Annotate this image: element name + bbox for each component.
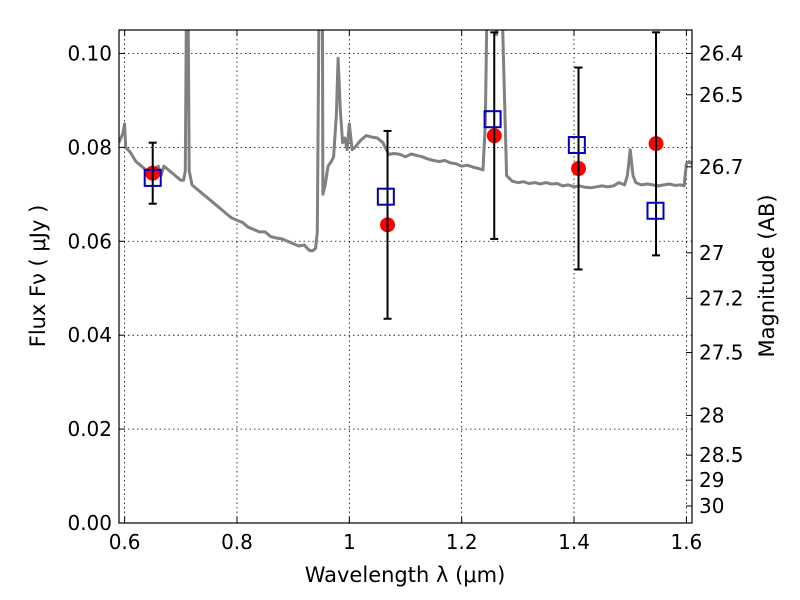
model-point xyxy=(646,201,665,220)
model-point xyxy=(143,168,162,187)
x-tick-label: 1.6 xyxy=(670,530,702,554)
x-tick-label: 1.2 xyxy=(446,530,478,554)
ticks: 0.6 0.8 1 1.2 1.4 1.6 0.00 0.02 0.04 0.06 0.08 0.10… xyxy=(67,30,744,554)
y2-tick-label: 26.5 xyxy=(699,83,744,107)
y2-tick-label: 26.7 xyxy=(699,155,744,179)
y2-tick-label: 27 xyxy=(699,241,724,265)
y-tick-label: 0.02 xyxy=(67,417,112,441)
y-tick-label: 0.04 xyxy=(67,323,112,347)
y-tick-label: 0.08 xyxy=(67,135,112,159)
y2-tick-label: 28.5 xyxy=(699,443,744,467)
x-axis-label: Wavelength λ (μm) xyxy=(305,563,506,587)
model-point xyxy=(376,187,395,206)
y-tick-label: 0.06 xyxy=(67,229,112,253)
model-point xyxy=(483,110,502,129)
x-tick-label: 1.4 xyxy=(558,530,590,554)
y2-tick-label: 28 xyxy=(699,403,724,427)
spectrum-line xyxy=(119,30,692,253)
y2-tick-label: 30 xyxy=(699,494,724,518)
y2-tick-label: 27.2 xyxy=(699,286,744,310)
y2-tick-label: 27.5 xyxy=(699,341,744,365)
y2-tick-label: 29 xyxy=(699,468,724,492)
x-tick-label: 0.6 xyxy=(109,530,141,554)
grid xyxy=(119,30,692,524)
axes-frame xyxy=(118,29,693,524)
y-tick-label: 0.00 xyxy=(67,511,112,535)
x-tick-label: 1 xyxy=(343,530,356,554)
plot-area xyxy=(119,30,692,320)
y2-axis-label: Magnitude (AB) xyxy=(755,194,779,357)
y-tick-label: 0.10 xyxy=(67,41,112,65)
model-point xyxy=(567,136,586,155)
y-axis-label: Flux Fν ( μJy ) xyxy=(26,205,50,348)
x-tick-label: 0.8 xyxy=(221,530,253,554)
y2-tick-label: 26.4 xyxy=(699,41,744,65)
